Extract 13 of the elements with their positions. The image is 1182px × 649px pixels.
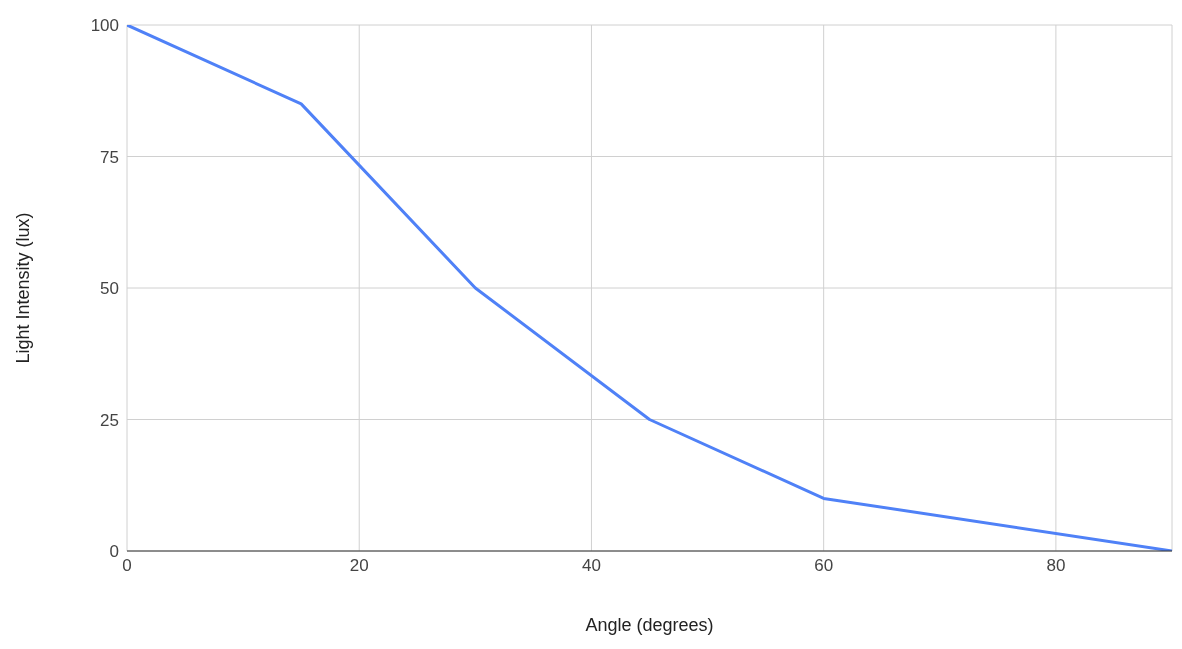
- y-axis-title: Light Intensity (lux): [13, 212, 34, 364]
- y-tick-label: 50: [100, 279, 119, 299]
- line-series: [127, 25, 1172, 551]
- x-axis-title: Angle (degrees): [585, 615, 714, 635]
- x-tick-label: 40: [581, 556, 601, 576]
- x-tick-label: 80: [1046, 556, 1066, 576]
- x-tick-label: 20: [349, 556, 369, 576]
- y-tick-label: 100: [90, 16, 119, 36]
- y-tick-label: 0: [109, 542, 119, 562]
- y-tick-label: 75: [100, 147, 119, 167]
- y-tick-label: 25: [100, 410, 119, 430]
- x-tick-label: 60: [814, 556, 834, 576]
- x-tick-label: 0: [122, 556, 132, 576]
